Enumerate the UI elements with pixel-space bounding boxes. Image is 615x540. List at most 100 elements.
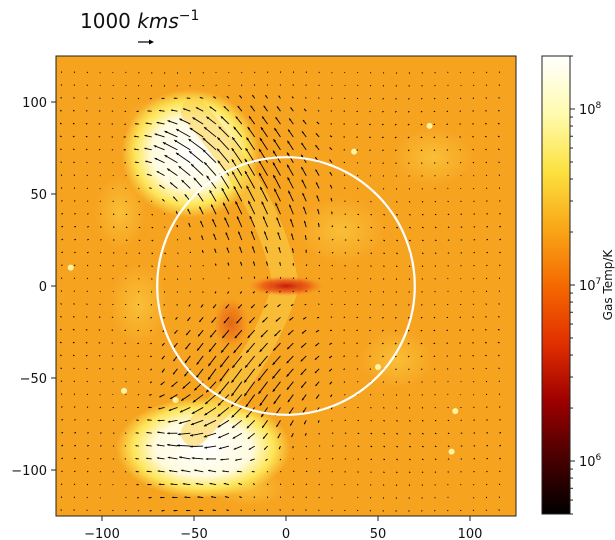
velocity-arrow [434, 252, 437, 254]
velocity-arrow [86, 496, 88, 499]
velocity-arrow [138, 381, 140, 383]
velocity-arrow [217, 419, 230, 428]
velocity-arrow [305, 290, 307, 292]
velocity-arrow [459, 368, 462, 370]
velocity-arrow [318, 71, 320, 74]
velocity-arrow [272, 342, 281, 351]
velocity-arrow [61, 251, 64, 254]
velocity-arrow [459, 72, 462, 74]
velocity-arrow [176, 444, 191, 447]
velocity-arrow [498, 393, 501, 395]
velocity-arrow [446, 342, 449, 344]
velocity-arrow [138, 265, 140, 267]
velocity-arrow [59, 122, 62, 125]
velocity-arrow [395, 368, 397, 371]
velocity-arrow [167, 443, 178, 447]
velocity-arrow [201, 250, 204, 254]
velocity-arrow [169, 182, 178, 189]
velocity-arrow [331, 497, 333, 499]
velocity-arrow [99, 381, 102, 383]
velocity-arrow [262, 316, 268, 323]
velocity-arrow [407, 316, 410, 319]
velocity-arrow [381, 123, 384, 126]
velocity-arrow [137, 393, 140, 396]
velocity-arrow [266, 276, 269, 279]
y-tick-label: 50 [30, 188, 47, 203]
y-axis: 100 50 0 −50 −100 [11, 96, 56, 479]
velocity-arrow [473, 84, 475, 87]
velocity-arrow [498, 97, 500, 99]
velocity-arrow [287, 190, 294, 202]
velocity-arrow [369, 123, 371, 126]
velocity-arrow [59, 328, 62, 331]
x-tick-label: 0 [282, 527, 290, 540]
velocity-arrow [381, 136, 384, 139]
velocity-arrow [230, 394, 243, 408]
velocity-arrow [87, 251, 89, 254]
velocity-arrow [485, 71, 488, 74]
velocity-arrow [460, 471, 462, 473]
velocity-arrow [125, 226, 128, 228]
velocity-arrow [190, 163, 204, 176]
velocity-arrow [421, 432, 424, 435]
velocity-arrow [61, 470, 63, 473]
velocity-arrow [189, 278, 192, 280]
velocity-arrow [205, 381, 217, 393]
velocity-arrow [356, 97, 359, 100]
velocity-arrow [318, 509, 320, 512]
velocity-arrow [146, 470, 152, 473]
velocity-arrow [343, 71, 346, 74]
velocity-arrow [226, 247, 230, 254]
velocity-arrow [266, 261, 269, 266]
velocity-arrow [221, 329, 230, 339]
velocity-arrow [395, 162, 397, 165]
velocity-arrow [330, 123, 333, 125]
velocity-arrow [239, 246, 243, 254]
velocity-arrow [472, 393, 475, 396]
velocity-arrow [279, 84, 282, 86]
velocity-arrow [112, 419, 115, 421]
velocity-arrow [498, 71, 501, 73]
velocity-arrow [124, 329, 127, 331]
velocity-arrow [112, 303, 114, 305]
velocity-arrow [176, 291, 179, 293]
velocity-arrow [124, 445, 127, 447]
velocity-arrow [262, 216, 269, 228]
velocity-arrow [369, 278, 372, 280]
velocity-arrow [447, 174, 449, 177]
velocity-arrow [382, 291, 385, 293]
velocity-arrow [303, 206, 307, 215]
velocity-arrow [447, 226, 450, 228]
velocity-arrow [212, 218, 217, 228]
velocity-arrow [357, 458, 360, 460]
velocity-arrow [231, 381, 243, 397]
velocity-arrow [125, 174, 127, 177]
velocity-arrow [72, 315, 75, 318]
velocity-arrow [300, 355, 307, 362]
velocity-arrow [113, 226, 115, 228]
velocity-arrow [343, 161, 346, 164]
velocity-arrow [343, 149, 345, 151]
velocity-arrow [395, 497, 398, 499]
velocity-arrow [330, 394, 333, 398]
velocity-arrow [446, 136, 449, 138]
velocity-arrow [356, 316, 358, 319]
velocity-arrow [176, 85, 178, 87]
velocity-arrow [328, 355, 333, 359]
velocity-arrow [278, 95, 281, 99]
velocity-arrow [344, 290, 346, 292]
velocity-arrow [170, 483, 178, 486]
velocity-arrow [99, 290, 102, 293]
velocity-arrow [292, 277, 295, 279]
velocity-arrow [287, 329, 294, 336]
velocity-arrow [421, 239, 424, 242]
velocity-arrow [161, 97, 165, 100]
velocity-arrow [60, 303, 62, 305]
velocity-arrow [330, 110, 333, 112]
velocity-arrow [150, 342, 152, 345]
velocity-arrow [408, 368, 410, 371]
velocity-arrow [369, 84, 372, 87]
velocity-arrow [236, 470, 242, 473]
velocity-arrow [499, 225, 502, 228]
velocity-arrow [408, 175, 410, 177]
